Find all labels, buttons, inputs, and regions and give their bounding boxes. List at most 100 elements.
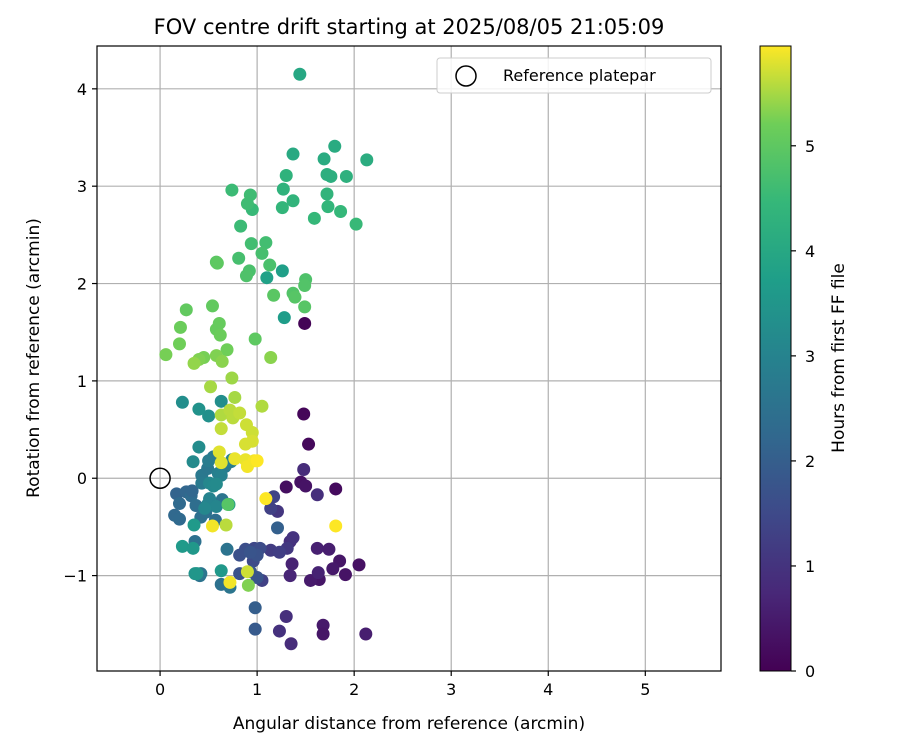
data-point — [279, 168, 293, 182]
data-points — [159, 67, 374, 651]
data-point — [338, 568, 352, 582]
data-point — [244, 237, 258, 251]
legend-label: Reference platepar — [503, 66, 656, 85]
data-point — [352, 558, 366, 572]
data-point — [210, 256, 224, 270]
y-tick-label: 0 — [77, 469, 87, 488]
x-tick-label: 4 — [543, 680, 553, 699]
colorbar-tick-label: 2 — [805, 452, 815, 471]
data-point — [233, 548, 247, 562]
data-point — [329, 519, 343, 533]
data-point — [311, 566, 325, 580]
data-point — [255, 399, 269, 413]
colorbar-tick-label: 4 — [805, 242, 815, 261]
x-tick-label: 1 — [252, 680, 262, 699]
data-point — [223, 575, 237, 589]
colorbar-tick-label: 0 — [805, 662, 815, 681]
data-point — [264, 351, 278, 365]
data-point — [172, 512, 186, 526]
data-point — [272, 545, 286, 559]
data-point — [248, 622, 262, 636]
data-point — [293, 67, 307, 81]
data-point — [175, 539, 189, 553]
data-point — [159, 348, 173, 362]
data-point — [187, 518, 201, 532]
data-point — [214, 456, 228, 470]
data-point — [279, 609, 293, 623]
data-point — [192, 440, 206, 454]
data-point — [214, 564, 228, 578]
y-axis-label: Rotation from reference (arcmin) — [24, 218, 44, 498]
y-axis-ticks: −1 0 1 2 3 4 — [63, 80, 97, 586]
data-point — [307, 211, 321, 225]
colorbar-tick-label: 1 — [805, 557, 815, 576]
data-point — [283, 569, 297, 583]
data-point — [190, 567, 204, 581]
colorbar-tick-label: 5 — [805, 137, 815, 156]
data-point — [248, 332, 262, 346]
colorbar-ticks: 0 1 2 3 4 5 — [791, 137, 815, 681]
y-tick-label: 1 — [77, 372, 87, 391]
colorbar-gradient — [759, 45, 792, 672]
x-tick-label: 5 — [640, 680, 650, 699]
data-point — [179, 303, 193, 317]
data-point — [275, 201, 289, 215]
data-point — [212, 445, 226, 459]
data-point — [175, 395, 189, 409]
data-point — [298, 316, 312, 330]
data-point — [359, 627, 373, 641]
legend-marker-icon — [455, 65, 477, 87]
data-point — [286, 531, 300, 545]
colorbar-label: Hours from first FF file — [829, 263, 849, 453]
colorbar-tick-label: 3 — [805, 347, 815, 366]
data-point — [277, 311, 291, 325]
data-point — [241, 578, 255, 592]
y-tick-label: 3 — [77, 177, 87, 196]
data-point — [238, 437, 252, 451]
data-point — [299, 479, 313, 493]
data-point — [349, 217, 363, 231]
data-point — [322, 542, 336, 556]
data-point — [205, 299, 219, 313]
x-tick-label: 2 — [349, 680, 359, 699]
data-point — [316, 627, 330, 641]
data-point — [339, 169, 353, 183]
data-point — [320, 187, 334, 201]
data-point — [185, 484, 199, 498]
data-point — [284, 637, 298, 651]
data-point — [202, 409, 216, 423]
data-point — [172, 337, 186, 351]
data-point — [250, 454, 264, 468]
data-point — [302, 437, 316, 451]
data-point — [239, 269, 253, 283]
grid — [97, 46, 721, 671]
data-point — [275, 264, 289, 278]
data-point — [297, 462, 311, 476]
data-point — [288, 290, 302, 304]
data-point — [240, 197, 254, 211]
data-point — [255, 246, 269, 260]
data-point — [198, 501, 212, 515]
data-point — [234, 219, 248, 233]
data-point — [259, 236, 273, 250]
data-point — [186, 541, 200, 555]
data-point — [334, 204, 348, 218]
data-point — [324, 169, 338, 183]
data-point — [326, 562, 340, 576]
x-axis-ticks: 0 1 2 3 4 5 — [155, 671, 650, 699]
reference-marker — [149, 467, 171, 489]
data-point — [298, 300, 312, 314]
data-point — [220, 343, 234, 357]
data-point — [264, 501, 278, 515]
data-point — [213, 328, 227, 342]
data-point — [192, 402, 206, 416]
data-point — [215, 354, 229, 368]
data-point — [209, 477, 223, 491]
legend: Reference platepar — [436, 57, 712, 94]
data-point — [243, 545, 257, 559]
data-point — [202, 454, 216, 468]
data-point — [310, 541, 324, 555]
data-point — [172, 497, 186, 511]
data-point — [228, 452, 242, 466]
data-point — [240, 565, 254, 579]
